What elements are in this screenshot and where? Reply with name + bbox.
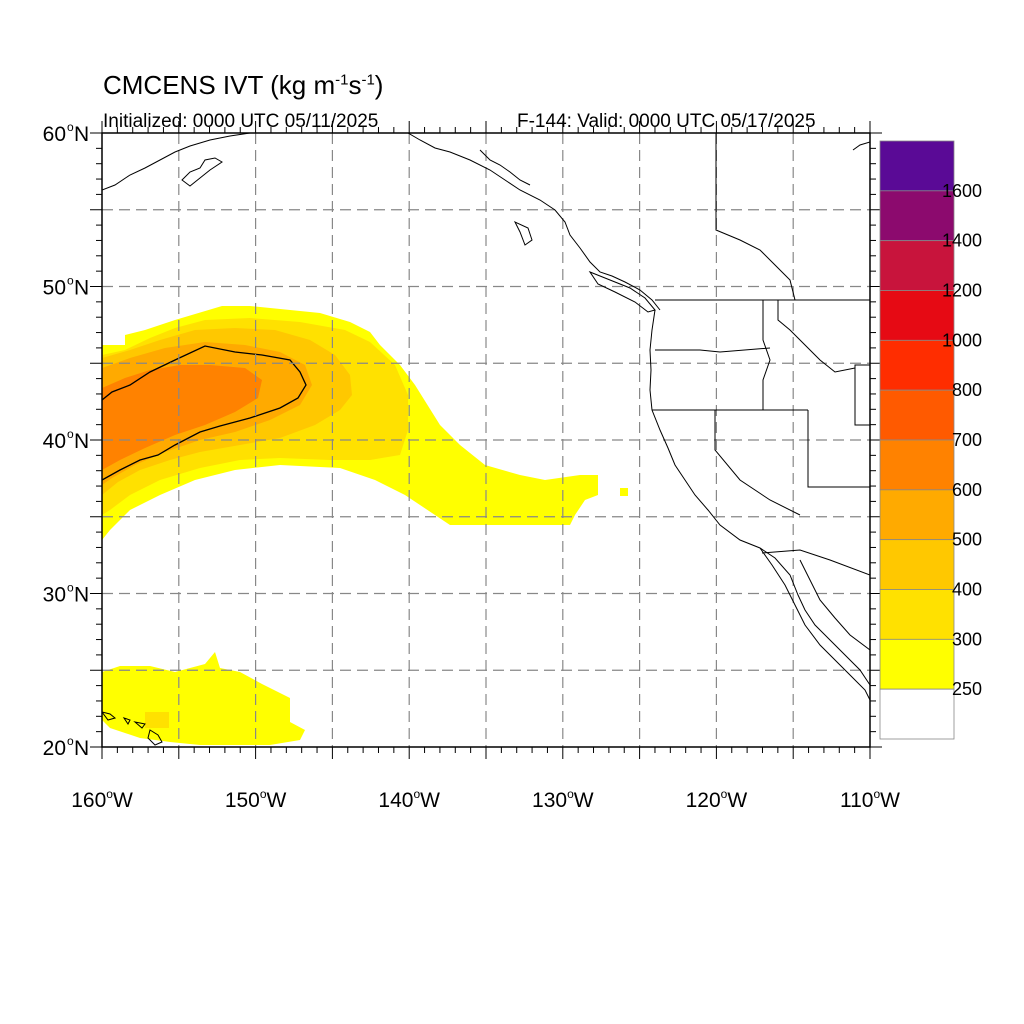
colorbar-label: 1000 (942, 330, 982, 350)
hawaii-oahu (102, 711, 117, 721)
lat-label: 50 (43, 277, 66, 300)
lat-label: 40 (43, 430, 66, 453)
coastlines (102, 133, 870, 746)
baja-california (759, 547, 870, 701)
hawaii-big (147, 729, 163, 746)
colorbar-swatch (879, 190, 955, 242)
lat-hemisphere: N (74, 277, 89, 300)
lat-label: 20 (43, 737, 66, 760)
hawaii-kauai (122, 717, 131, 725)
ivt-shading (102, 306, 628, 745)
alaska-peninsula (181, 157, 223, 187)
colorbar-swatch (879, 539, 955, 590)
colorbar-label: 250 (952, 679, 982, 699)
lon-label: 140oW (378, 787, 440, 812)
colorbar-swatch (879, 589, 955, 640)
colorbar-swatch (879, 688, 955, 740)
degree-symbol: o (67, 581, 74, 595)
degree-symbol: o (67, 274, 74, 288)
colorbar-label: 300 (952, 629, 982, 649)
colorbar-swatch (879, 240, 955, 291)
lat-hemisphere: N (74, 123, 89, 146)
lat-hemisphere: N (74, 737, 89, 760)
canada-coast-islands (479, 149, 531, 186)
alaska-panhandle (407, 133, 661, 311)
state-border-az (807, 410, 870, 488)
ivt-region-600 (102, 365, 262, 470)
lon-label: 130oW (532, 787, 594, 812)
colorbar-label: 1400 (942, 231, 982, 251)
colorbar: 1600 1400 1200 1000 800 700 600 500 400 300 250 (879, 140, 982, 740)
state-border-id (762, 300, 771, 410)
bc-interior (715, 133, 796, 301)
degree-symbol: o (67, 734, 74, 748)
lat-hemisphere: N (74, 430, 89, 453)
colorbar-label: 400 (952, 580, 982, 600)
state-border-ut (854, 364, 870, 426)
ivt-cell (145, 712, 169, 728)
us-mexico-border (761, 549, 870, 576)
lon-label: 160oW (71, 787, 133, 812)
colorbar-label: 600 (952, 480, 982, 500)
colorbar-swatch (879, 339, 955, 391)
colorbar-label: 1200 (942, 281, 982, 301)
colorbar-label: 800 (952, 380, 982, 400)
hawaii-maui (133, 721, 146, 729)
us-west-coast (649, 309, 870, 686)
colorbar-label: 700 (952, 430, 982, 450)
map-title: CMCENS IVT (kg m-1s-1) (103, 70, 384, 100)
ivt-cell (620, 488, 628, 496)
vancouver-island (588, 270, 656, 313)
state-border-nv-ca (714, 410, 801, 516)
degree-symbol: o (67, 427, 74, 441)
state-border-wa-or (655, 347, 771, 353)
colorbar-swatch (879, 638, 955, 690)
colorbar-swatch (879, 140, 955, 192)
colorbar-label: 1600 (942, 181, 982, 201)
colorbar-swatch (879, 439, 955, 491)
valid-time: F-144: Valid: 0000 UTC 05/17/2025 (517, 111, 816, 132)
lon-label: 150oW (225, 787, 287, 812)
colorbar-label: 500 (952, 530, 982, 550)
island-small (852, 141, 870, 151)
graticule (102, 133, 870, 747)
ivt-region-hawaii (102, 652, 305, 745)
degree-symbol: o (67, 120, 74, 134)
ivt-contour-500 (102, 345, 307, 481)
state-border-mt (777, 300, 856, 373)
initialized-time: Initialized: 0000 UTC 05/11/2025 (103, 111, 379, 132)
lat-label: 30 (43, 584, 66, 607)
lon-label: 120oW (686, 787, 748, 812)
colorbar-swatch (879, 489, 955, 541)
colorbar-swatch (879, 290, 955, 341)
lat-label: 60 (43, 123, 66, 146)
alaska-coast (102, 133, 251, 191)
lon-label: 110oW (840, 787, 900, 812)
axis-ticks (90, 121, 882, 759)
gulf-of-california (799, 559, 870, 651)
colorbar-swatch (879, 389, 955, 441)
lat-hemisphere: N (74, 584, 89, 607)
canada-islands (513, 220, 533, 246)
